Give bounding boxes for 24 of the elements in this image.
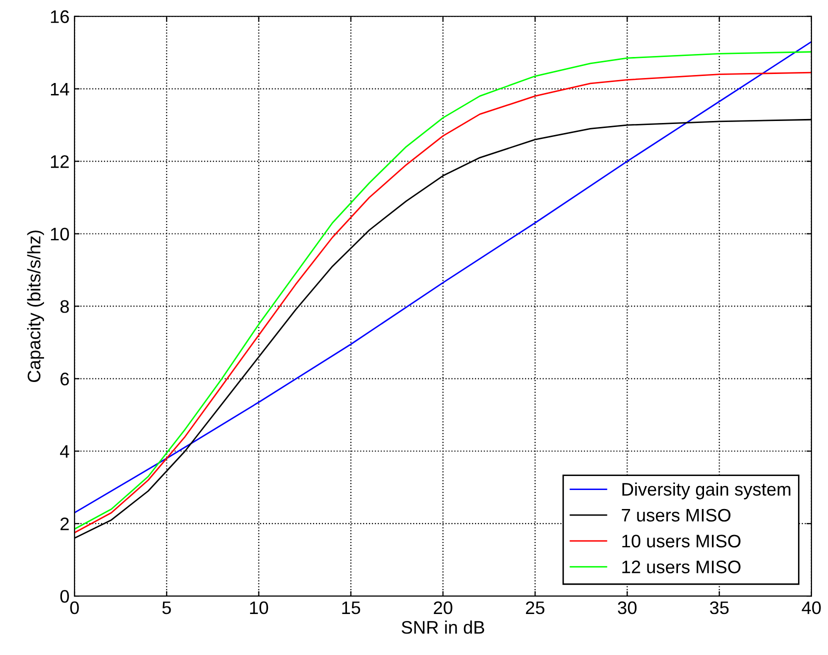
x-tick-label: 25 bbox=[526, 601, 544, 614]
x-tick-label: 30 bbox=[618, 601, 637, 614]
x-tick-label: 15 bbox=[342, 602, 360, 614]
y-tick-label: 10 bbox=[50, 228, 69, 240]
x-tick-label: 0 bbox=[70, 601, 79, 614]
x-tick-label: 40 bbox=[802, 601, 821, 614]
y-tick-label: 2 bbox=[60, 518, 69, 530]
x-tick-label: 20 bbox=[434, 601, 452, 614]
legend-label: 7 users MISO bbox=[622, 508, 730, 522]
x-tick-label: 35 bbox=[710, 601, 729, 614]
legend-label: Diversity gain system bbox=[622, 482, 790, 500]
y-tick-label: 16 bbox=[50, 10, 69, 24]
x-tick-label: 5 bbox=[162, 602, 171, 614]
y-tick-label: 14 bbox=[50, 82, 70, 96]
y-tick-label: 8 bbox=[60, 300, 69, 313]
y-axis-title: Capacity (bits/s/hz) bbox=[27, 230, 44, 382]
legend-label: 12 users MISO bbox=[622, 560, 740, 574]
y-tick-label: 0 bbox=[60, 590, 69, 603]
y-tick-label: 4 bbox=[60, 445, 70, 458]
y-tick-label: 12 bbox=[50, 155, 69, 168]
x-axis-title: SNR in dB bbox=[402, 620, 484, 634]
y-tick-label: 6 bbox=[60, 372, 69, 386]
legend-label: 10 users MISO bbox=[622, 534, 740, 548]
x-tick-label: 10 bbox=[250, 601, 268, 614]
